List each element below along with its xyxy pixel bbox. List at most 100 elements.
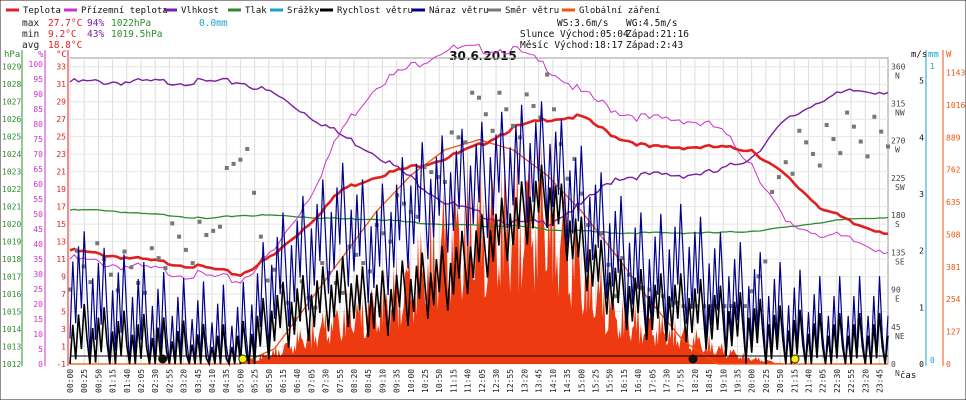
wind-direction-point (272, 267, 277, 272)
astro-block: WS:3.6m/s WG:4.5m/s Slunce Východ:05:04 … (520, 18, 689, 51)
time-tick-label: 18:45 (705, 369, 714, 393)
wind-direction-point (497, 90, 502, 95)
hum-tick-label: 70 (33, 150, 43, 159)
wind-tick-label: 1 (919, 303, 924, 312)
wind-direction-point (620, 256, 625, 261)
wind-direction-point (879, 129, 884, 134)
wind-direction-point (224, 165, 229, 170)
wind-tick-label: 4 (919, 133, 924, 142)
time-tick-label: 05:50 (265, 369, 274, 393)
radiation-clear-sky-line (70, 138, 888, 365)
stats-max-temp: 27.7°C (48, 18, 82, 29)
temp-tick-label: 23 (56, 150, 66, 159)
wind-direction-point (320, 261, 325, 266)
time-tick-label: 23:45 (875, 369, 884, 393)
pressure-line (69, 208, 889, 235)
time-tick-label: 08:20 (350, 369, 359, 393)
wind-direction-point (95, 241, 100, 246)
press-tick-label: 1016 (2, 290, 21, 299)
hum-tick-label: 45 (33, 225, 43, 234)
hum-tick-label: 10 (33, 330, 43, 339)
axes: 00:00 00:25 00:50 01:15 01:40 02:05 02:30 02:55… (2, 50, 965, 393)
dir-name-label: N (895, 369, 900, 378)
wind-direction-point (170, 221, 175, 226)
wind-direction-point (477, 95, 481, 100)
wind-direction-point (790, 171, 795, 176)
moonrise-marker (688, 354, 698, 364)
time-tick-label: 02:30 (151, 369, 160, 393)
sunset-marker (790, 354, 800, 364)
wind-direction-point (729, 304, 734, 309)
time-tick-label: 22:05 (819, 369, 828, 393)
press-tick-label: 1012 (2, 360, 21, 369)
wind-direction-point (463, 140, 468, 145)
rad-tick-label: 127 (946, 328, 961, 337)
stats-max-hum: 94% (87, 18, 104, 29)
press-tick-label: 1023 (2, 168, 21, 177)
wind-direction-point (402, 201, 407, 206)
hum-tick-label: 95 (33, 75, 43, 84)
time-tick-label: 10:50 (435, 369, 444, 393)
time-tick-label: 05:25 (251, 369, 260, 393)
time-tick-label: 17:55 (677, 369, 686, 393)
time-tick-label: 16:40 (634, 369, 643, 393)
wind-direction-point (238, 157, 243, 162)
stats-min-press: 1019.5hPa (111, 29, 162, 40)
wind-tick-label: 5 (919, 77, 924, 86)
axis-unit: % (38, 50, 44, 60)
wind-direction-point (422, 165, 427, 170)
legend-label: Rychlost větru (337, 6, 413, 16)
hum-tick-label: 65 (33, 165, 43, 174)
wind-direction-point (231, 161, 236, 166)
legend-label: Vlhkost (181, 6, 219, 16)
time-tick-label: 22:30 (833, 369, 842, 393)
wind-direction-point (108, 272, 113, 277)
time-tick-label: 15:50 (606, 369, 615, 393)
time-tick-label: 00:25 (80, 369, 89, 393)
hum-tick-label: 85 (33, 105, 43, 114)
hum-tick-label: 30 (33, 270, 43, 279)
dir-tick-label: 90 (891, 286, 901, 295)
time-tick-label: 10:25 (421, 369, 430, 393)
wind-direction-point (613, 294, 618, 299)
time-tick-label: 01:40 (123, 369, 132, 393)
temp-tick-label: 33 (56, 63, 66, 72)
hum-tick-label: 0 (38, 360, 43, 369)
stats-min-hum: 43% (87, 29, 104, 40)
hum-tick-label: 25 (33, 285, 43, 294)
hum-tick-label: 90 (33, 90, 43, 99)
temp-tick-label: 13 (56, 238, 66, 247)
wind-direction-point (551, 107, 556, 112)
rad-tick-label: 889 (946, 133, 961, 142)
wind-direction-point (749, 289, 754, 294)
time-tick-label: 09:10 (378, 369, 387, 393)
dir-name-label: SE (895, 257, 905, 266)
wind-direction-point (695, 304, 700, 309)
press-tick-label: 1027 (2, 98, 21, 107)
wind-direction-point (211, 228, 216, 233)
axis-unit: °C (56, 50, 67, 60)
temp-tick-label: 17 (56, 203, 66, 212)
rad-tick-label: 381 (946, 263, 961, 272)
dir-tick-label: 315 (891, 99, 906, 108)
time-tick-label: 19:10 (719, 369, 728, 393)
axis-unit: W (946, 50, 952, 60)
rad-tick-label: 762 (946, 166, 961, 175)
temp-tick-label: 21 (56, 168, 66, 177)
time-tick-label: 11:15 (449, 369, 458, 393)
wind-direction-point (851, 124, 856, 129)
time-tick-label: 02:55 (165, 369, 174, 393)
legend-label: Teplota (23, 6, 61, 16)
time-tick-label: 06:40 (293, 369, 302, 393)
time-tick-label: 12:30 (492, 369, 501, 393)
rad-tick-label: 1143 (946, 69, 965, 78)
legend-label: Globální záření (579, 6, 660, 16)
wind-direction-point (783, 160, 788, 165)
wind-direction-point (361, 261, 366, 266)
temp-tick-label: 25 (56, 133, 66, 142)
wind-direction-point (845, 110, 850, 115)
wind-direction-point (252, 190, 257, 195)
ground-temp-line (69, 43, 889, 284)
